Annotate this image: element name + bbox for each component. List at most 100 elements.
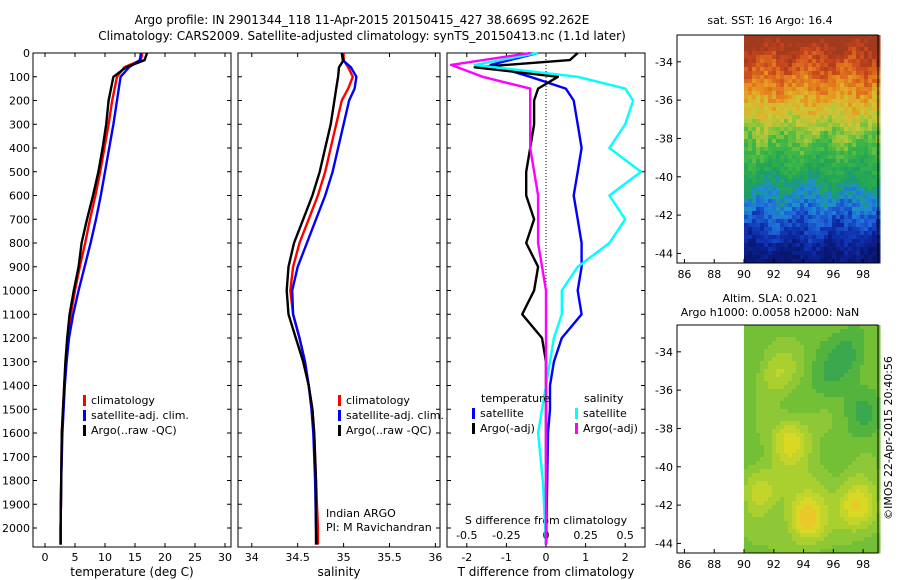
- sla-map-cell: [844, 437, 849, 442]
- sst-map-cell: [792, 39, 797, 44]
- sla-map-cell: [852, 533, 857, 538]
- sla-map-cell: [812, 537, 817, 542]
- sla-map-cell: [868, 393, 873, 398]
- sla-map-cell: [776, 477, 781, 482]
- sla-map-cell: [760, 505, 765, 510]
- sla-map-cell: [844, 517, 849, 522]
- salinity-xtick-label: 35: [337, 551, 351, 564]
- sst-map-cell: [836, 131, 841, 136]
- sst-map-cell: [864, 191, 869, 196]
- sst-map-title: sat. SST: 16 Argo: 16.4: [707, 14, 832, 27]
- sla-map-cell: [776, 513, 781, 518]
- sla-map-cell: [752, 493, 757, 498]
- sst-map-cell: [824, 87, 829, 92]
- sla-map-cell: [772, 493, 777, 498]
- sst-map-cell: [760, 131, 765, 136]
- sst-map-cell: [852, 139, 857, 144]
- sla-map-cell: [776, 469, 781, 474]
- sla-map-cell: [848, 385, 853, 390]
- sla-map-cell: [752, 433, 757, 438]
- sla-map-cell: [868, 549, 873, 554]
- sla-map-cell: [816, 445, 821, 450]
- sla-map-cell: [872, 393, 877, 398]
- sla-map-cell: [852, 549, 857, 554]
- sst-map-cell: [836, 255, 841, 260]
- sla-map-cell: [840, 445, 845, 450]
- sla-map-cell: [748, 449, 753, 454]
- sst-map-cell: [788, 255, 793, 260]
- sst-map-cell: [800, 247, 805, 252]
- sst-map-cell: [820, 143, 825, 148]
- sla-map-cell: [788, 377, 793, 382]
- sla-map-cell: [756, 509, 761, 514]
- sst-map-cell: [832, 139, 837, 144]
- sla-map-cell: [860, 329, 865, 334]
- sst-map-cell: [776, 151, 781, 156]
- sst-map-cell: [848, 187, 853, 192]
- sla-map-cell: [780, 393, 785, 398]
- sst-map-cell: [800, 55, 805, 60]
- sla-map-cell: [776, 481, 781, 486]
- sst-map-cell: [844, 143, 849, 148]
- sst-map-cell: [816, 143, 821, 148]
- sst-map-cell: [824, 63, 829, 68]
- sla-map-cell: [828, 377, 833, 382]
- sst-map-cell: [792, 99, 797, 104]
- sla-map-cell: [784, 413, 789, 418]
- sst-map-cell: [868, 163, 873, 168]
- sla-map-cell: [748, 337, 753, 342]
- sst-map-cell: [780, 195, 785, 200]
- sst-map-cell: [840, 179, 845, 184]
- sla-map-cell: [872, 325, 877, 330]
- sla-map-cell: [868, 497, 873, 502]
- sst-map-cell: [848, 39, 853, 44]
- sst-map-cell: [860, 239, 865, 244]
- sst-map-cell: [832, 147, 837, 152]
- sst-map-cell: [776, 155, 781, 160]
- sla-map-cell: [780, 397, 785, 402]
- sla-map-cell: [792, 497, 797, 502]
- sst-map-cell: [744, 199, 749, 204]
- sla-map-cell: [776, 393, 781, 398]
- sla-map-cell: [780, 437, 785, 442]
- temperature-ytick-label: 1100: [2, 308, 30, 321]
- sst-map-cell: [788, 127, 793, 132]
- sla-map-cell: [772, 401, 777, 406]
- sst-map-cell: [820, 151, 825, 156]
- sla-map-cell: [848, 337, 853, 342]
- sst-map-cell: [852, 199, 857, 204]
- sst-map-cell: [800, 171, 805, 176]
- sst-map-cell: [744, 51, 749, 56]
- sst-map-cell: [868, 147, 873, 152]
- sst-map-cell: [836, 231, 841, 236]
- sst-map-cell: [744, 35, 749, 40]
- sla-map-cell: [840, 421, 845, 426]
- sla-map-cell: [872, 545, 877, 550]
- sst-map-cell: [796, 259, 801, 264]
- sst-map-cell: [748, 51, 753, 56]
- sst-map-cell: [744, 99, 749, 104]
- sla-map-cell: [800, 477, 805, 482]
- sst-map-cell: [764, 107, 769, 112]
- sla-map-cell: [816, 365, 821, 370]
- sla-map-cell: [784, 389, 789, 394]
- sla-map-cell: [836, 533, 841, 538]
- sla-map-cell: [828, 469, 833, 474]
- sla-map-cell: [756, 449, 761, 454]
- sla-map-cell: [804, 533, 809, 538]
- sst-map-cell: [776, 159, 781, 164]
- sla-map-cell: [768, 453, 773, 458]
- sst-map-cell: [848, 163, 853, 168]
- sla-map-cell: [868, 481, 873, 486]
- sla-map-cell: [788, 469, 793, 474]
- sst-map-cell: [752, 171, 757, 176]
- sla-map-cell: [792, 333, 797, 338]
- sst-map-cell: [840, 135, 845, 140]
- sla-map-cell: [864, 377, 869, 382]
- sla-map-cell: [812, 349, 817, 354]
- sst-map-cell: [820, 211, 825, 216]
- sst-map-cell: [828, 95, 833, 100]
- sla-map-cell: [812, 441, 817, 446]
- sla-map-cell: [780, 357, 785, 362]
- sla-map-cell: [840, 441, 845, 446]
